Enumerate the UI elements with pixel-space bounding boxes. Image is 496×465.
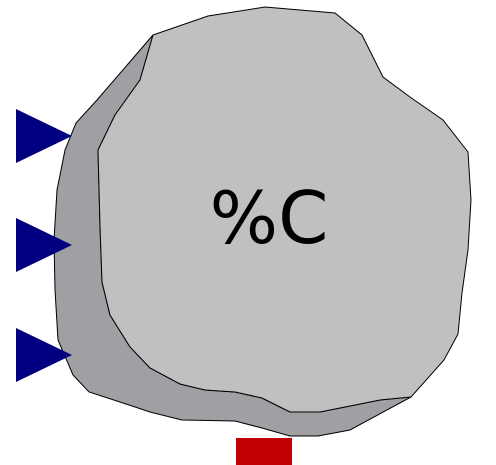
output-port[interactable]	[236, 438, 292, 465]
input-port-3[interactable]	[16, 328, 72, 382]
input-port-2[interactable]	[16, 218, 72, 272]
input-port-1[interactable]	[16, 109, 72, 163]
block-label: %C	[210, 176, 329, 260]
blob-face	[97, 6, 472, 413]
